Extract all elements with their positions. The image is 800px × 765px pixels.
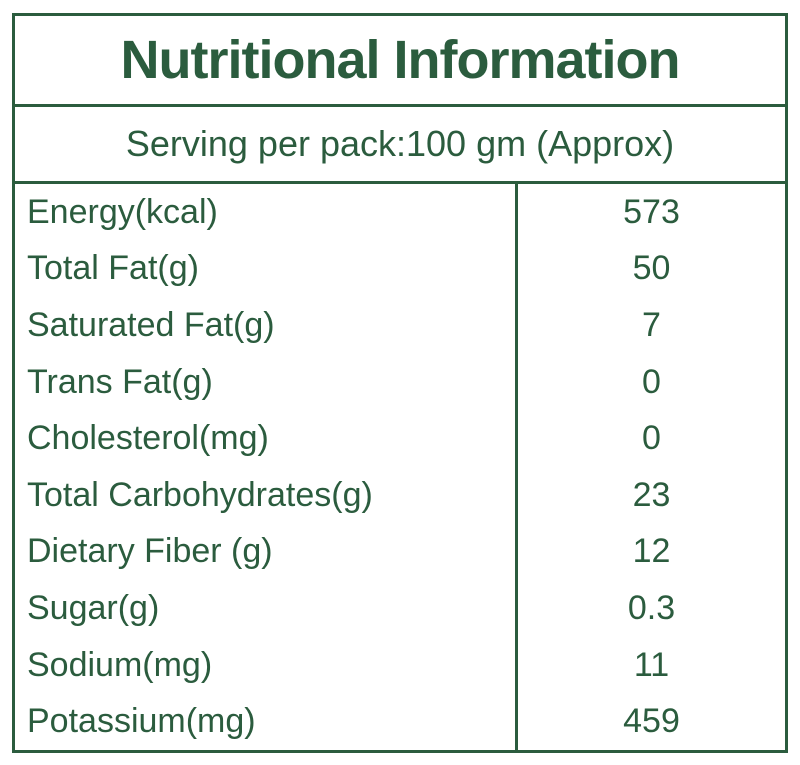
nutrient-table: Energy(kcal) 573 Total Fat(g) 50 Saturat…: [15, 184, 785, 750]
serving-line: Serving per pack:100 gm (Approx): [125, 123, 675, 164]
row-value: 459: [623, 702, 680, 741]
nutrition-label-panel: Nutritional Information Serving per pack…: [12, 13, 788, 753]
row-value: 7: [642, 305, 661, 344]
row-value: 0: [642, 362, 661, 401]
table-row: Sodium(mg) 11: [15, 636, 785, 694]
table-row: Trans Fat(g) 0: [15, 353, 785, 411]
serving-section: Serving per pack:100 gm (Approx): [15, 107, 785, 184]
table-row: Total Carbohydrates(g) 23: [15, 466, 785, 524]
title-section: Nutritional Information: [15, 16, 785, 107]
table-row: Total Fat(g) 50: [15, 240, 785, 298]
row-value: 0.3: [627, 588, 676, 627]
row-value: 50: [632, 249, 671, 288]
row-label: Cholesterol(mg): [15, 410, 518, 467]
row-label: Saturated Fat(g): [15, 297, 518, 354]
row-label: Energy(kcal): [15, 184, 518, 241]
page-title: Nutritional Information: [120, 30, 681, 90]
table-row: Sugar(g) 0.3: [15, 580, 785, 637]
row-value: 11: [633, 645, 670, 684]
table-row: Energy(kcal) 573: [15, 184, 785, 241]
row-label: Sugar(g): [15, 580, 518, 637]
table-row: Dietary Fiber (g) 12: [15, 523, 785, 581]
table-row: Potassium(mg) 459: [15, 693, 785, 750]
row-label: Trans Fat(g): [15, 353, 518, 411]
row-label: Total Carbohydrates(g): [15, 466, 518, 524]
row-value: 23: [632, 475, 671, 514]
row-value: 573: [623, 192, 680, 231]
row-value: 12: [632, 532, 671, 571]
row-value: 0: [642, 419, 661, 458]
row-label: Dietary Fiber (g): [15, 523, 518, 581]
table-row: Saturated Fat(g) 7: [15, 297, 785, 354]
row-label: Sodium(mg): [15, 636, 518, 694]
table-row: Cholesterol(mg) 0: [15, 410, 785, 467]
row-label: Potassium(mg): [15, 693, 518, 750]
row-label: Total Fat(g): [15, 240, 518, 298]
